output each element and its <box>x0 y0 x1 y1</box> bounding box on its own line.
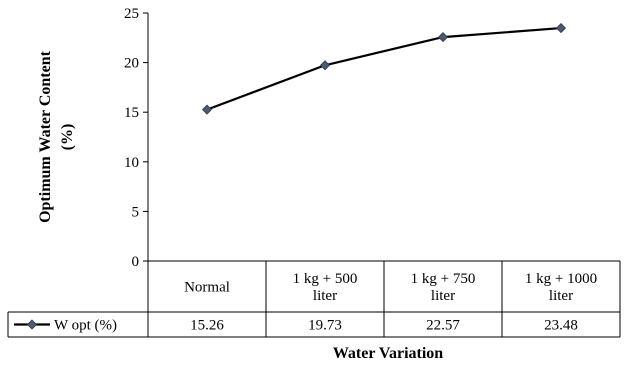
table-value-cell: 23.48 <box>544 318 578 334</box>
legend-key-marker <box>26 319 38 330</box>
data-point-marker <box>437 32 449 43</box>
table-value-cell: 22.57 <box>426 318 460 334</box>
y-tick-label: 0 <box>132 254 140 270</box>
y-tick-label: 20 <box>124 56 139 72</box>
x-category-label: liter <box>431 288 455 304</box>
data-point-marker <box>201 104 213 115</box>
x-category-label: 1 kg + 1000 <box>525 271 597 287</box>
data-point-marker <box>319 60 331 71</box>
y-axis-title: Optimum Water Content (%) <box>37 50 76 223</box>
legend-series-name: W opt (%) <box>54 318 117 334</box>
series-line <box>206 26 562 111</box>
series-w-opt <box>201 23 567 115</box>
x-category-label: Normal <box>184 280 230 296</box>
x-category-label: 1 kg + 750 <box>411 271 476 287</box>
y-axis: 0 5 10 15 20 25 <box>124 6 149 270</box>
table-value-cell: 15.26 <box>190 318 224 334</box>
y-tick-label: 15 <box>124 105 139 121</box>
x-category-label: liter <box>313 288 337 304</box>
x-category-label: liter <box>549 288 573 304</box>
y-axis-title-line: (%) <box>59 124 76 151</box>
y-tick-label: 5 <box>132 204 140 220</box>
data-point-marker <box>555 23 567 34</box>
y-tick-label: 10 <box>124 155 139 171</box>
x-category-label: 1 kg + 500 <box>293 271 358 287</box>
x-axis-title: Water Variation <box>333 345 443 362</box>
y-tick-label: 25 <box>124 6 139 22</box>
table-value-cell: 19.73 <box>308 318 342 334</box>
y-axis-title-line: Optimum Water Content <box>37 50 54 223</box>
